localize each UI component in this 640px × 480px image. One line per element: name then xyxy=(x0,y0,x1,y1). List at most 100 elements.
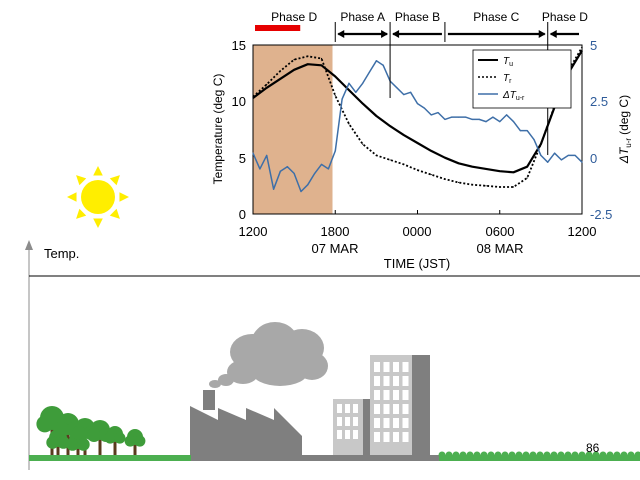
phase-arrowhead xyxy=(538,30,546,38)
data-point-Tu xyxy=(471,166,473,168)
data-point-dT xyxy=(314,172,316,175)
data-point-Tu xyxy=(416,142,419,144)
data-point-Tu xyxy=(485,168,487,170)
data-point-Tu xyxy=(252,97,254,99)
phase-label: Phase C xyxy=(473,10,519,24)
data-point-dT xyxy=(437,112,439,114)
x-axis-title: TIME (JST) xyxy=(384,256,450,271)
data-point-Tu xyxy=(375,115,377,117)
data-point-dT xyxy=(341,98,343,100)
data-point-dT xyxy=(519,130,521,132)
data-point-dT xyxy=(581,161,583,163)
left-tick-label: 0 xyxy=(239,207,246,222)
data-point-Tr xyxy=(320,57,323,60)
phase-arrowhead xyxy=(392,30,400,38)
data-point-dT xyxy=(286,166,288,168)
sun-ray xyxy=(76,208,87,219)
sun-icon xyxy=(67,166,129,228)
data-point-dT xyxy=(368,71,371,73)
data-point-dT xyxy=(355,91,357,93)
data-point-Tr xyxy=(375,154,377,157)
data-point-Tr xyxy=(512,186,515,188)
sun-ray xyxy=(93,166,103,176)
data-point-dT xyxy=(362,82,364,84)
data-point-Tu xyxy=(581,50,583,52)
page-number: 86 xyxy=(586,441,600,455)
data-point-Tu xyxy=(403,134,405,136)
right-axis-title-main: ΔT xyxy=(617,146,631,164)
temp-axis-label: Temp. xyxy=(44,246,79,261)
legend-label-dt: ΔTu-r xyxy=(502,90,525,102)
left-axis-title: Temperature (deg C) xyxy=(211,74,225,185)
legend: Tu Tr ΔTu-r xyxy=(472,49,572,109)
data-point-Tu xyxy=(526,166,528,168)
data-point-dT xyxy=(375,60,377,62)
phase-label: Phase D xyxy=(271,10,317,24)
data-point-Tu xyxy=(458,162,460,164)
data-point-dT xyxy=(430,114,432,116)
series-layer xyxy=(252,46,583,214)
data-point-Tr xyxy=(499,186,501,188)
data-point-Tr xyxy=(348,123,350,125)
right-tick-label: 5 xyxy=(590,38,597,53)
building-icon xyxy=(333,355,430,456)
vertical-axis-arrow xyxy=(25,240,33,250)
cloud-icon xyxy=(209,322,328,388)
data-point-Tr xyxy=(471,184,473,186)
data-point-dT xyxy=(423,107,425,109)
data-point-dT xyxy=(348,82,350,84)
data-point-dT xyxy=(553,152,556,154)
x-tick-label: 0600 xyxy=(486,224,515,239)
x-tick-label: 1200 xyxy=(239,224,268,239)
tree-icon xyxy=(36,406,146,455)
data-point-dT xyxy=(567,154,569,157)
data-point-Tr xyxy=(334,95,336,97)
data-point-Tu xyxy=(444,157,446,159)
data-point-dT xyxy=(540,154,542,157)
data-point-dT xyxy=(382,64,384,66)
data-point-dT xyxy=(533,139,535,141)
phase-annotations: Phase D Phase A Phase B Phase C Phase D xyxy=(255,10,588,155)
data-point-Tr xyxy=(362,143,364,145)
legend-label-tr: Tr xyxy=(503,73,512,85)
data-point-dT xyxy=(451,116,453,118)
data-point-dT xyxy=(464,116,467,118)
left-tick-label: 10 xyxy=(232,94,246,109)
data-point-dT xyxy=(300,190,302,193)
data-point-dT xyxy=(259,168,261,170)
legend-label-tu: Tu xyxy=(503,56,513,68)
left-tick-label: 5 xyxy=(239,151,246,166)
ground-left xyxy=(29,455,191,461)
data-point-dT xyxy=(252,152,254,154)
phase-bar xyxy=(255,25,301,31)
data-point-Tr xyxy=(458,181,460,184)
data-point-dT xyxy=(416,102,419,105)
data-point-Tu xyxy=(293,69,295,71)
data-point-Tr xyxy=(416,169,419,171)
data-point-Tr xyxy=(307,55,309,57)
right-axis-title-unit: (deg C) xyxy=(617,95,631,135)
data-point-dT xyxy=(492,116,494,118)
illustration: Temp. xyxy=(25,166,640,470)
data-point-Tu xyxy=(266,87,268,89)
right-tick-label: 2.5 xyxy=(590,94,608,109)
data-point-dT xyxy=(526,130,528,132)
phase-label: Phase D xyxy=(542,10,588,24)
data-point-Tr xyxy=(266,83,268,86)
data-point-dT xyxy=(396,87,398,89)
right-axis-title-sub: u-r xyxy=(624,138,633,148)
data-point-dT xyxy=(458,116,460,118)
data-point-Tu xyxy=(334,75,336,78)
data-point-dT xyxy=(320,163,323,166)
sun-disc xyxy=(81,180,115,214)
data-point-dT xyxy=(272,188,275,190)
x-axis: 1200 1800 0000 0600 1200 07 MAR 08 MAR T… xyxy=(239,224,597,271)
temperature-chart: Phase D Phase A Phase B Phase C Phase D 15 1… xyxy=(211,10,633,271)
data-point-Tr xyxy=(485,185,487,187)
data-point-Tu xyxy=(307,63,309,65)
date-label: 07 MAR xyxy=(312,241,359,256)
phase-d-shaded-region xyxy=(253,45,333,214)
data-point-dT xyxy=(266,154,268,157)
sun-ray xyxy=(119,192,129,202)
